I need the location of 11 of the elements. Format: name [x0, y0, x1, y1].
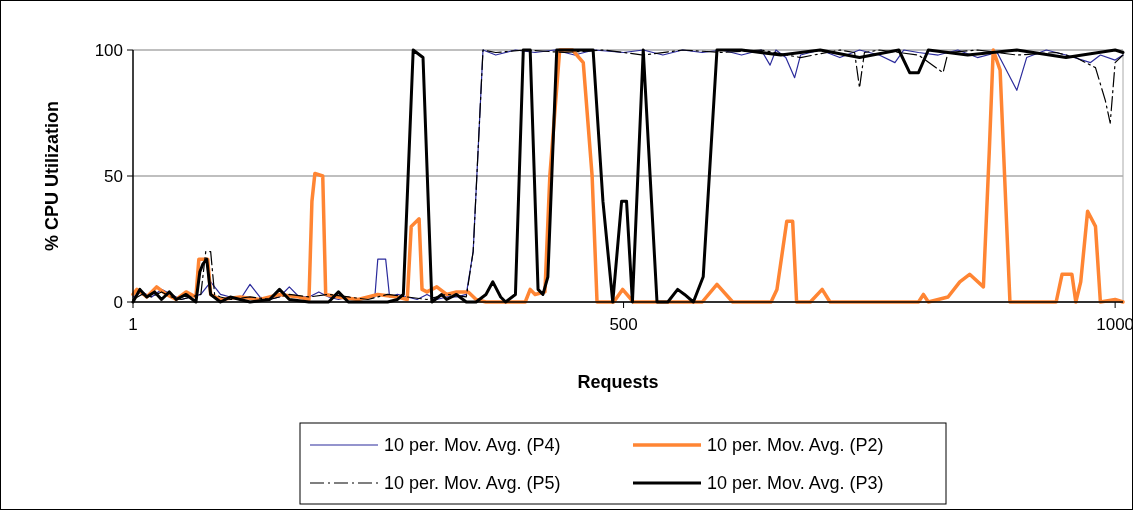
- legend-label: 10 per. Mov. Avg. (P3): [707, 473, 884, 494]
- legend-label: 10 per. Mov. Avg. (P5): [384, 473, 561, 494]
- y-tick-label: 50: [104, 166, 123, 186]
- x-tick-label: 500: [609, 315, 638, 334]
- y-tick-label: 100: [94, 40, 123, 60]
- legend-label: 10 per. Mov. Avg. (P2): [707, 435, 884, 456]
- y-tick-label: 0: [113, 292, 123, 312]
- x-axis-title: Requests: [577, 372, 659, 392]
- y-axis-title: % CPU Utilization: [42, 100, 62, 252]
- legend-label: 10 per. Mov. Avg. (P4): [384, 435, 561, 456]
- x-tick-label: 1: [128, 315, 138, 334]
